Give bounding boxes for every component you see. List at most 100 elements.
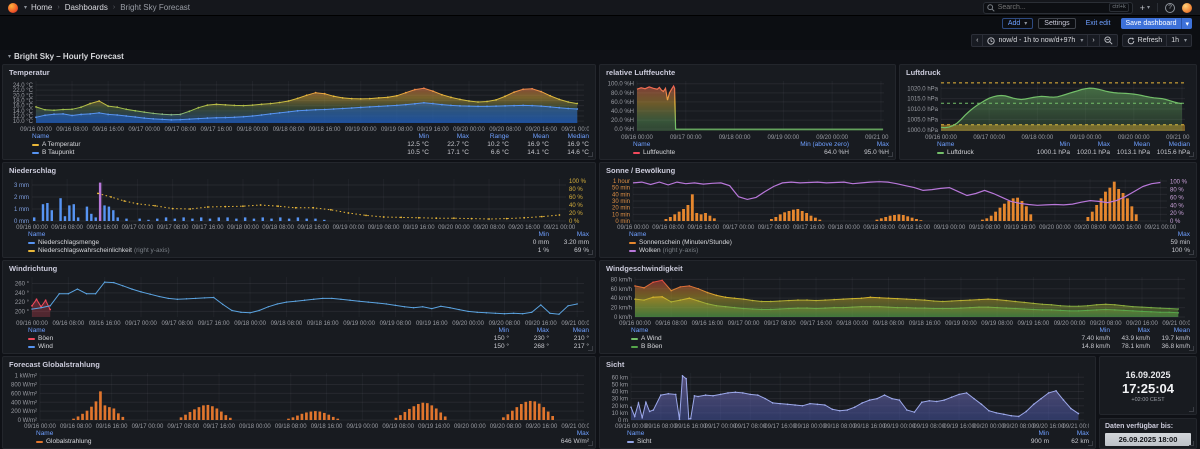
svg-text:40.0 %H: 40.0 %H xyxy=(611,109,634,115)
refresh-button[interactable]: Refresh xyxy=(1121,34,1168,47)
panel-title[interactable]: Sonne / Bewölkung xyxy=(606,166,676,175)
legend-col-max[interactable]: Max xyxy=(536,327,549,334)
svg-text:60 km: 60 km xyxy=(612,375,628,381)
series-label[interactable]: Sonnenschein (Minuten/Stunde) xyxy=(639,239,732,246)
legend-col-name[interactable]: Name xyxy=(631,327,649,334)
svg-text:09/18 16:00: 09/18 16:00 xyxy=(297,225,329,231)
legend-col-name[interactable]: Name xyxy=(627,430,645,437)
help-icon[interactable]: ? xyxy=(1165,2,1175,13)
series-label[interactable]: B Taupunkt xyxy=(42,149,75,156)
legend-col-max[interactable]: Max xyxy=(1177,231,1190,238)
legend-col-min-above-zero-[interactable]: Min (above zero) xyxy=(800,141,849,148)
series-swatch-icon xyxy=(937,152,944,154)
series-label[interactable]: Böen xyxy=(38,335,54,342)
panel-title[interactable]: Sicht xyxy=(606,360,625,369)
time-shift-back-button[interactable]: ‹ xyxy=(971,34,984,47)
breadcrumb-home[interactable]: Home xyxy=(31,3,53,12)
svg-text:24.0 °C: 24.0 °C xyxy=(13,83,34,89)
legend-col-min[interactable]: Min xyxy=(498,327,509,334)
save-dashboard-options-button[interactable]: ▾ xyxy=(1181,18,1192,29)
add-panel-button[interactable]: Add ▾ xyxy=(1001,18,1034,29)
chart-windgeschwindigkeit[interactable]: 80 km/h60 km/h40 km/h20 km/h0 km/h09/16 … xyxy=(606,274,1190,327)
chart-luftfeuchte[interactable]: 100.0 %H 80.0 %H 60.0 %H 40.0 %H 20.0 %H 0.0 … xyxy=(606,78,889,141)
panel-luftfeuchte: relative Luftfeuchte 100.0 %H 80.0 %H 60.0… xyxy=(599,64,896,160)
svg-text:09/16 00:00: 09/16 00:00 xyxy=(16,225,48,231)
legend-col-max[interactable]: Max xyxy=(876,141,889,148)
series-label[interactable]: Wolken xyxy=(639,247,661,254)
legend-col-name[interactable]: Name xyxy=(629,231,647,238)
series-label[interactable]: Globalstrahlung xyxy=(46,438,92,445)
zoom-out-time-button[interactable] xyxy=(1099,34,1118,47)
legend-col-median[interactable]: Median xyxy=(567,133,589,140)
panel-title[interactable]: Luftdruck xyxy=(906,68,941,77)
series-label[interactable]: Niederschlagsmenge xyxy=(38,239,100,246)
search-input[interactable] xyxy=(997,4,1107,11)
legend-col-name[interactable]: Name xyxy=(633,141,651,148)
dashboard-row-header[interactable]: ▾ Bright Sky – Hourly Forecast xyxy=(0,50,1200,62)
grafana-logo-icon[interactable] xyxy=(8,2,18,13)
svg-text:09/21 00:00: 09/21 00:00 xyxy=(1162,321,1190,327)
legend-col-name[interactable]: Name xyxy=(28,231,46,238)
chart-temperatur[interactable]: 24.0 °C22.0 °C20.0 °C18.0 °C16.0 °C14.0 … xyxy=(9,78,589,133)
svg-text:09/16 16:00: 09/16 16:00 xyxy=(692,321,724,327)
panel-title[interactable]: Niederschlag xyxy=(9,166,57,175)
chart-niederschlag[interactable]: 3 mm 2 mm 1 mm 0 mm 100 % 80 % 60 % 40 % 20 % 0 %… xyxy=(9,176,589,231)
legend-col-median[interactable]: Median xyxy=(1168,141,1190,148)
legend-col-min[interactable]: Min xyxy=(1038,430,1049,437)
settings-button[interactable]: Settings xyxy=(1038,18,1076,29)
series-label[interactable]: Wind xyxy=(38,343,53,350)
panel-title[interactable]: Windgeschwindigkeit xyxy=(606,264,683,273)
legend-col-min[interactable]: Min xyxy=(1059,141,1070,148)
time-range-picker[interactable]: now/d - 1h to now/d+97h ▾ xyxy=(983,34,1089,47)
legend-row: Globalstrahlung 646 W/m² xyxy=(36,438,589,446)
exit-edit-button[interactable]: Exit edit xyxy=(1081,18,1116,29)
search-box[interactable]: ctrl+k xyxy=(982,1,1133,14)
legend-col-max[interactable]: Max xyxy=(456,133,469,140)
legend-row: B Taupunkt 10.5 °C 17.1 °C 6.6 °C 14.1 °C 14.… xyxy=(32,149,589,157)
legend-col-max[interactable]: Max xyxy=(576,231,589,238)
svg-text:09/18 08:00: 09/18 08:00 xyxy=(824,424,856,430)
series-label[interactable]: B Böen xyxy=(641,343,663,350)
legend-col-max[interactable]: Max xyxy=(1076,430,1089,437)
svg-text:09/19 08:00: 09/19 08:00 xyxy=(981,321,1013,327)
chart-windrichtung[interactable]: 260 ° 240 ° 220 ° 200 ° 09/16 00:00 09/16 08:… xyxy=(9,274,589,327)
legend-col-name[interactable]: Name xyxy=(32,133,50,140)
avatar[interactable] xyxy=(1182,2,1192,13)
breadcrumb-dashboards[interactable]: Dashboards xyxy=(64,3,108,12)
series-label[interactable]: Luftfeuchte xyxy=(643,149,676,156)
legend-col-min[interactable]: Min xyxy=(538,231,549,238)
time-shift-forward-button[interactable]: › xyxy=(1088,34,1100,47)
panel-title[interactable]: relative Luftfeuchte xyxy=(606,68,676,77)
chart-globalstrahlung[interactable]: 1 kW/m² 800 W/m² 600 W/m² 400 W/m² 200 W/m² 0… xyxy=(9,370,589,430)
series-label[interactable]: Sicht xyxy=(637,438,652,445)
legend-col-min[interactable]: Min xyxy=(1099,327,1110,334)
legend-col-name[interactable]: Name xyxy=(937,141,955,148)
legend-col-max[interactable]: Max xyxy=(576,430,589,437)
series-label[interactable]: Niederschlagswahrscheinlichkeit xyxy=(38,247,132,254)
chart-luftdruck[interactable]: 1020.0 hPa 1015.0 hPa 1010.0 hPa 1005.0 hPa… xyxy=(906,78,1190,141)
legend-col-mean[interactable]: Mean xyxy=(1173,327,1190,334)
panel-title[interactable]: Temperatur xyxy=(9,68,50,77)
legend-col-range[interactable]: Range xyxy=(489,133,509,140)
legend-col-max[interactable]: Max xyxy=(1097,141,1110,148)
legend-col-name[interactable]: Name xyxy=(36,430,54,437)
save-dashboard-button[interactable]: Save dashboard xyxy=(1120,18,1182,29)
panel-title[interactable]: Forecast Globalstrahlung xyxy=(9,360,100,369)
legend-col-mean[interactable]: Mean xyxy=(572,327,589,334)
legend-col-mean[interactable]: Mean xyxy=(1133,141,1150,148)
panel-title[interactable]: Windrichtung xyxy=(9,264,58,273)
legend-col-mean[interactable]: Mean xyxy=(532,133,549,140)
series-label[interactable]: A Wind xyxy=(641,335,662,342)
series-label[interactable]: Luftdruck xyxy=(947,149,974,156)
svg-text:09/20 16:00: 09/20 16:00 xyxy=(526,424,558,430)
svg-text:09/17 16:00: 09/17 16:00 xyxy=(203,424,235,430)
legend-col-min[interactable]: Min xyxy=(418,133,429,140)
legend-col-name[interactable]: Name xyxy=(28,327,46,334)
refresh-interval-picker[interactable]: 1h ▾ xyxy=(1167,34,1192,47)
series-label[interactable]: A Temperatur xyxy=(42,141,81,148)
org-switcher-chevron-icon[interactable]: ▾ xyxy=(24,5,28,11)
legend-col-max[interactable]: Max xyxy=(1137,327,1150,334)
add-new-button[interactable]: + ▾ xyxy=(1139,2,1150,13)
